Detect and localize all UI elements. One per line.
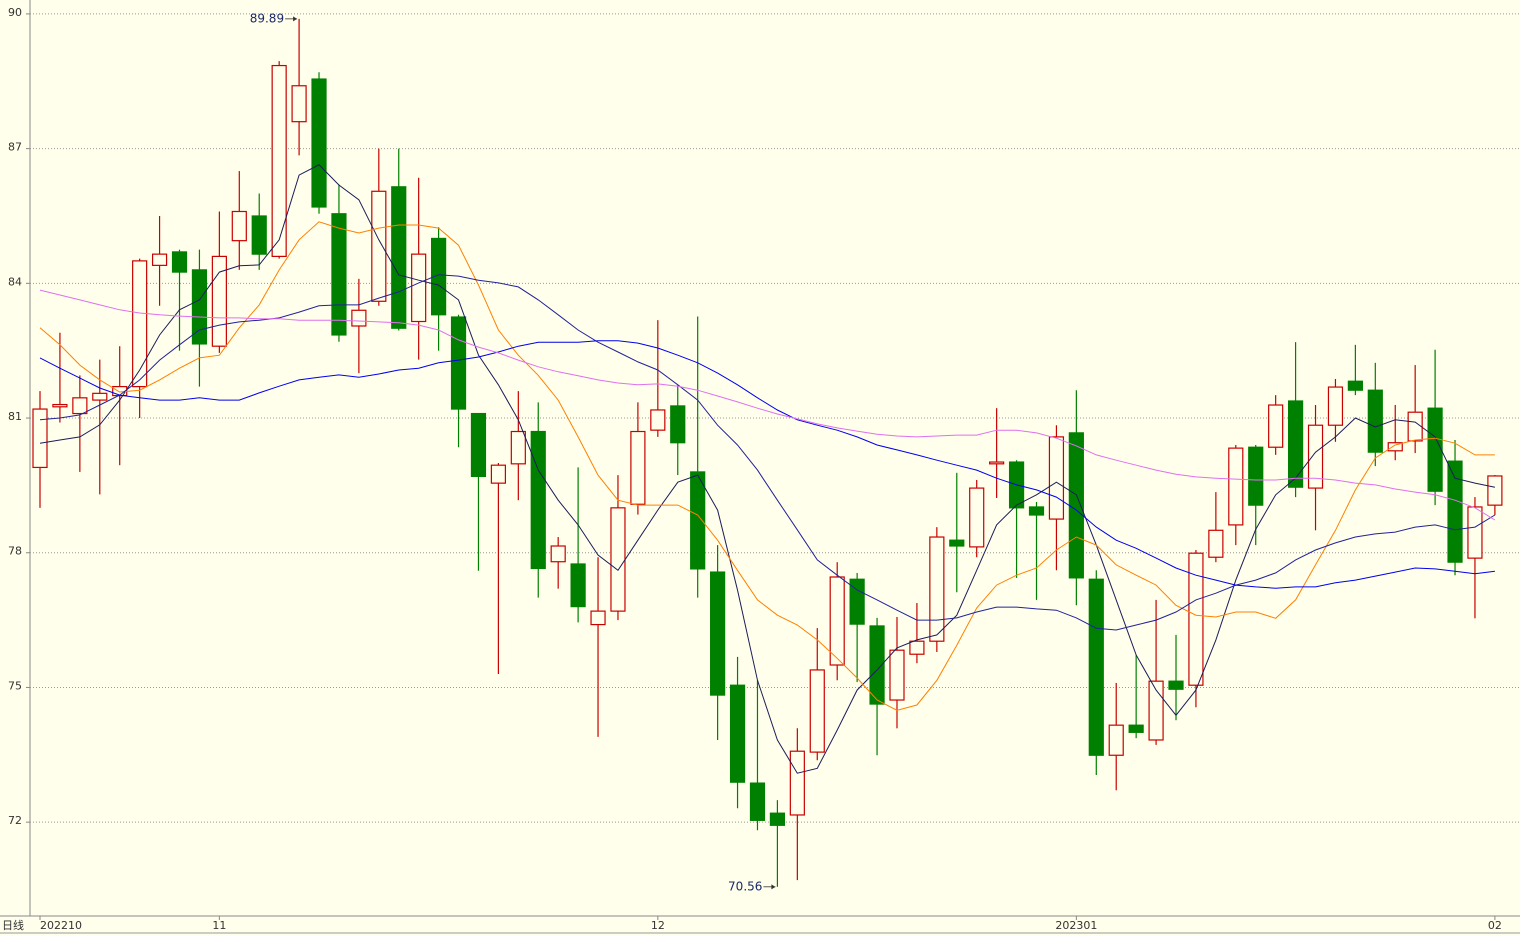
candle-body	[829, 576, 845, 666]
moving-average-line	[39, 289, 1496, 521]
candle-body	[92, 392, 108, 401]
candle-body	[331, 213, 347, 336]
moving-average-line	[39, 340, 1495, 589]
candle-body	[1208, 529, 1224, 558]
candle-body	[1447, 460, 1463, 563]
candle-body	[889, 649, 905, 701]
candle-body	[729, 684, 746, 783]
candle-body	[670, 405, 686, 444]
candle-body	[510, 430, 526, 465]
candle-body	[849, 578, 865, 625]
candle-body	[1287, 400, 1304, 488]
x-tick-label: 202210	[40, 919, 82, 932]
candle-body	[969, 487, 985, 548]
moving-average-line	[39, 274, 1496, 631]
annotation-arrowhead	[293, 16, 298, 22]
candle-body	[1088, 578, 1104, 756]
candle-body	[371, 190, 387, 302]
candle-body	[590, 610, 606, 626]
candle-body	[1327, 386, 1344, 426]
candle-body	[251, 215, 267, 255]
candle-body	[1108, 724, 1124, 756]
y-tick-label: 75	[8, 679, 22, 692]
candle-body	[411, 253, 427, 323]
candle-body	[1188, 552, 1204, 686]
candle-body	[570, 563, 586, 608]
candle-body	[1148, 680, 1164, 741]
annotation-arrowhead	[771, 884, 776, 890]
candle-body	[949, 539, 965, 547]
candle-body	[470, 412, 487, 478]
candle-body	[909, 640, 925, 655]
candle-body	[1028, 506, 1045, 516]
candle-body	[171, 251, 188, 273]
candle-body	[72, 397, 88, 415]
candle-body	[431, 237, 447, 316]
candle-body	[1487, 475, 1503, 506]
y-tick-label: 72	[8, 814, 22, 827]
y-tick-label: 81	[8, 410, 22, 423]
candle-body	[989, 461, 1005, 465]
candle-body	[1407, 411, 1423, 442]
candle-body	[1248, 446, 1264, 506]
candle-body	[1347, 380, 1363, 391]
candle-body	[52, 403, 68, 408]
candle-body	[490, 464, 506, 484]
candle-body	[132, 260, 148, 388]
x-tick-label: 11	[212, 919, 226, 932]
candle-body	[869, 625, 885, 705]
candle-body	[690, 471, 706, 570]
candle-body	[1387, 442, 1403, 452]
candle-body	[550, 545, 566, 563]
candle-body	[211, 255, 227, 347]
candle-body	[1228, 447, 1244, 526]
candle-body	[809, 669, 825, 753]
candle-body	[789, 750, 805, 816]
candle-body	[710, 571, 726, 696]
candle-body	[1367, 389, 1383, 453]
extreme-label: 89.89	[250, 11, 284, 25]
candle-body	[191, 269, 208, 345]
x-tick-label: 12	[651, 919, 665, 932]
y-tick-label: 90	[8, 6, 22, 19]
candle-body	[311, 78, 327, 208]
y-tick-label: 84	[8, 275, 22, 288]
candle-body	[630, 430, 646, 505]
moving-average-line	[39, 221, 1495, 711]
extreme-label: 70.56	[728, 879, 762, 893]
x-tick-label: 02	[1488, 919, 1502, 932]
candle-body	[929, 536, 945, 642]
candle-body	[1467, 506, 1483, 559]
candle-body	[450, 316, 467, 410]
x-tick-label: 202301	[1055, 919, 1097, 932]
candle-body	[650, 409, 666, 431]
candle-body	[769, 812, 786, 826]
candle-body	[1307, 424, 1324, 489]
candle-body	[1427, 407, 1443, 492]
candle-body	[749, 782, 766, 821]
candle-body	[291, 85, 307, 123]
candle-body	[610, 507, 626, 612]
candle-body	[231, 210, 247, 242]
candle-body	[1048, 436, 1065, 520]
candle-body	[271, 64, 287, 257]
y-tick-label: 78	[8, 545, 22, 558]
candle-body	[1168, 680, 1184, 690]
period-label: 日线	[2, 918, 24, 932]
candle-body	[151, 253, 168, 266]
moving-average-line	[39, 164, 1496, 774]
candle-body	[1068, 432, 1084, 579]
candle-body	[1268, 404, 1284, 448]
y-tick-label: 87	[8, 141, 22, 154]
candle-body	[1128, 724, 1144, 733]
candle-body	[391, 186, 407, 329]
candle-body	[351, 309, 367, 327]
candle-body	[530, 430, 546, 570]
candle-body	[32, 408, 48, 469]
